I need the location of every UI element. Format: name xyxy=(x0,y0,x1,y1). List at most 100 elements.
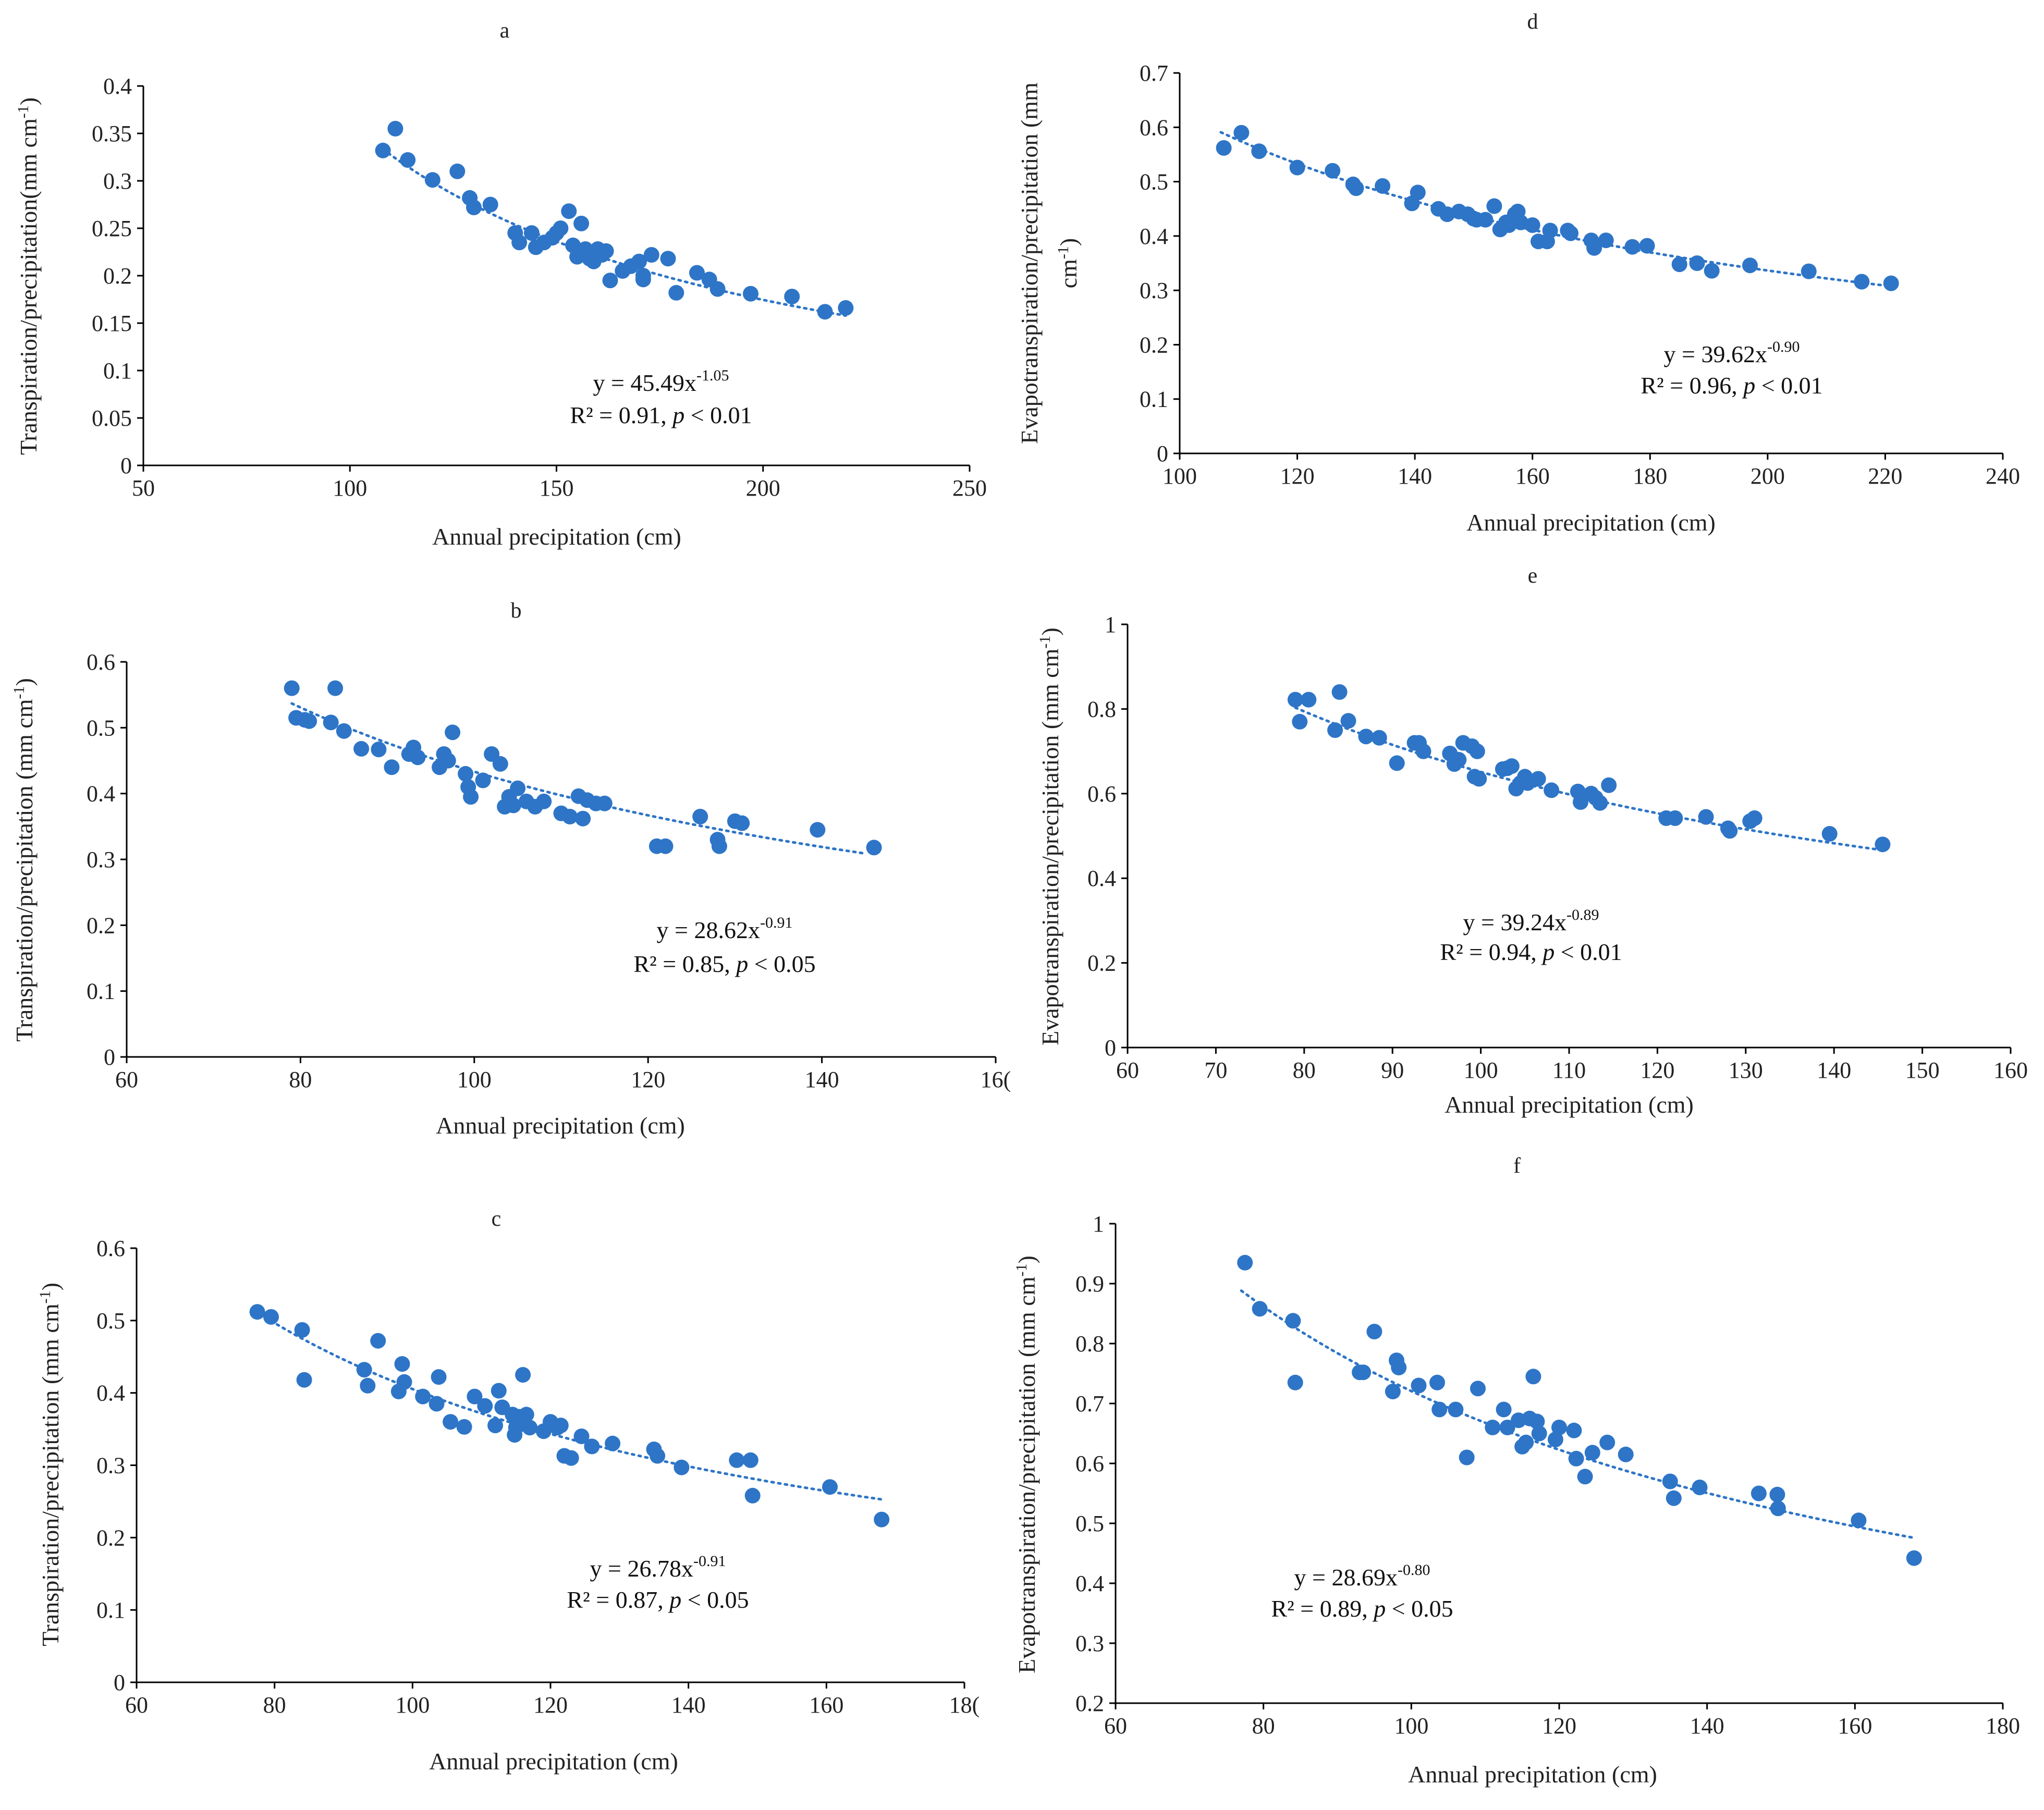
data-point xyxy=(263,1309,279,1325)
panel-a: a 50 100 150 200 250 0 0.05 0.1 0.15 0.2 0.25 0.3 0.3… xyxy=(15,19,987,550)
y-tick-label: 0.3 xyxy=(1075,1631,1104,1656)
data-point xyxy=(384,759,400,775)
data-point xyxy=(1429,1374,1445,1390)
y-tick-label: 0.2 xyxy=(1140,332,1168,358)
panel-b: b 60 80 100 120 140 16(0 0.1 0.2 0.3 0.4 0.5 0.6 Annu… xyxy=(10,599,1011,1139)
x-tick-label: 100 xyxy=(457,1067,492,1092)
data-point xyxy=(1358,729,1374,745)
y-tick-label: 0 xyxy=(120,453,132,478)
fit-r2: R² = 0.96, p < 0.01 xyxy=(1641,372,1822,399)
data-point xyxy=(466,200,482,215)
x-tick-label: 16( xyxy=(981,1067,1011,1092)
x-tick-label: 70 xyxy=(1204,1057,1227,1083)
y-axis-label: Evapotranspiration/precipitation (mm cm-… xyxy=(1036,627,1063,1045)
data-point xyxy=(1704,263,1720,279)
data-point xyxy=(491,1383,507,1399)
fit-r2: R² = 0.87, p < 0.05 xyxy=(567,1586,749,1613)
panel-f: f 60 80 100 120 140 160 180 0.2 0.3 0.4 0.5 0.6 0.7 0.… xyxy=(1013,1154,2020,1788)
x-tick-label: 120 xyxy=(631,1067,665,1092)
y-tick-label: 0.5 xyxy=(1075,1511,1104,1536)
data-point xyxy=(743,286,758,302)
data-point xyxy=(596,795,613,811)
y-axis-label: Transpiration/precipitation (mm cm-1) xyxy=(10,678,38,1042)
data-point xyxy=(1851,1512,1867,1529)
y-tick-label: 0 xyxy=(114,1670,125,1695)
data-point xyxy=(440,753,456,769)
data-point xyxy=(1325,163,1341,179)
data-point xyxy=(510,780,526,796)
data-point xyxy=(1883,275,1899,291)
data-point xyxy=(1469,743,1485,759)
data-point xyxy=(561,203,577,219)
fit-r2: R² = 0.89, p < 0.05 xyxy=(1271,1595,1453,1622)
y-axis-label: Evapotranspiration/precipitation (mm xyxy=(1016,82,1043,444)
trend-line xyxy=(1240,1289,1916,1540)
data-point xyxy=(1471,771,1487,787)
data-point xyxy=(431,1369,447,1385)
data-point xyxy=(1854,274,1870,290)
panel-title: e xyxy=(1528,564,1538,588)
data-point xyxy=(650,1448,666,1464)
y-axis-label-line2: cm-1) xyxy=(1055,238,1082,289)
x-tick-label: 120 xyxy=(533,1692,568,1718)
data-point xyxy=(643,247,659,263)
data-point xyxy=(477,1398,493,1414)
data-point xyxy=(729,1452,745,1468)
x-tick-label: 18( xyxy=(949,1692,980,1718)
data-point xyxy=(866,840,882,856)
data-point xyxy=(1662,1473,1678,1489)
data-point xyxy=(1586,240,1602,256)
data-point xyxy=(443,1414,459,1430)
data-point xyxy=(387,120,403,137)
x-tick-label: 90 xyxy=(1381,1057,1404,1083)
y-tick-label: 0.2 xyxy=(96,1525,125,1550)
data-point xyxy=(573,215,590,231)
data-point xyxy=(1551,1420,1567,1435)
x-tick-label: 120 xyxy=(1542,1713,1576,1739)
data-point xyxy=(1746,810,1763,826)
data-point xyxy=(1233,125,1250,141)
data-point xyxy=(323,715,339,731)
x-tick-label: 250 xyxy=(952,475,987,501)
y-tick-label: 0.3 xyxy=(96,1453,125,1479)
data-point xyxy=(1751,1485,1767,1501)
x-tick-label: 180 xyxy=(1986,1713,2020,1739)
panel-e: e 60 70 80 90 100 110 120 130 140 150 160 0 0.2 0.4 0.6… xyxy=(1036,564,2028,1118)
data-point xyxy=(1770,1500,1786,1517)
y-tick-label: 0.1 xyxy=(1140,387,1168,412)
data-point xyxy=(1355,1364,1372,1381)
data-point xyxy=(463,789,479,805)
data-point xyxy=(1598,232,1614,249)
y-tick-label: 0 xyxy=(1105,1035,1116,1061)
y-tick-label: 0.8 xyxy=(1087,696,1116,722)
x-axis-label: Annual precipitation (cm) xyxy=(1408,1761,1657,1788)
y-tick-label: 0 xyxy=(1157,441,1168,466)
panel-title: d xyxy=(1527,10,1538,34)
x-tick-label: 140 xyxy=(671,1692,706,1718)
data-point xyxy=(1216,140,1232,156)
data-point xyxy=(1331,684,1348,700)
y-tick-label: 0.6 xyxy=(1140,115,1168,140)
fit-r2: R² = 0.91, p < 0.01 xyxy=(570,402,752,428)
data-point xyxy=(456,1419,472,1435)
data-point xyxy=(375,142,391,158)
y-tick-label: 0.1 xyxy=(103,358,132,384)
y-tick-label: 0.8 xyxy=(1075,1331,1104,1357)
fit-equation: y = 28.62x-0.91 xyxy=(657,914,793,943)
trend-line xyxy=(1219,131,1893,288)
fit-equation: y = 45.49x-1.05 xyxy=(593,367,729,396)
data-point xyxy=(573,1429,590,1444)
data-point xyxy=(522,1420,538,1436)
data-point xyxy=(734,815,750,831)
data-point xyxy=(1485,1420,1501,1435)
x-tick-label: 100 xyxy=(1162,463,1197,489)
y-tick-label: 0.5 xyxy=(1140,169,1168,195)
y-tick-label: 0.15 xyxy=(92,311,132,336)
y-tick-label: 0.4 xyxy=(87,781,115,807)
data-point xyxy=(1875,836,1891,853)
data-point xyxy=(518,1407,534,1423)
data-point xyxy=(1698,809,1714,825)
y-tick-label: 0.9 xyxy=(1075,1271,1104,1297)
trend-line xyxy=(252,1309,883,1501)
data-point xyxy=(1547,1432,1563,1447)
